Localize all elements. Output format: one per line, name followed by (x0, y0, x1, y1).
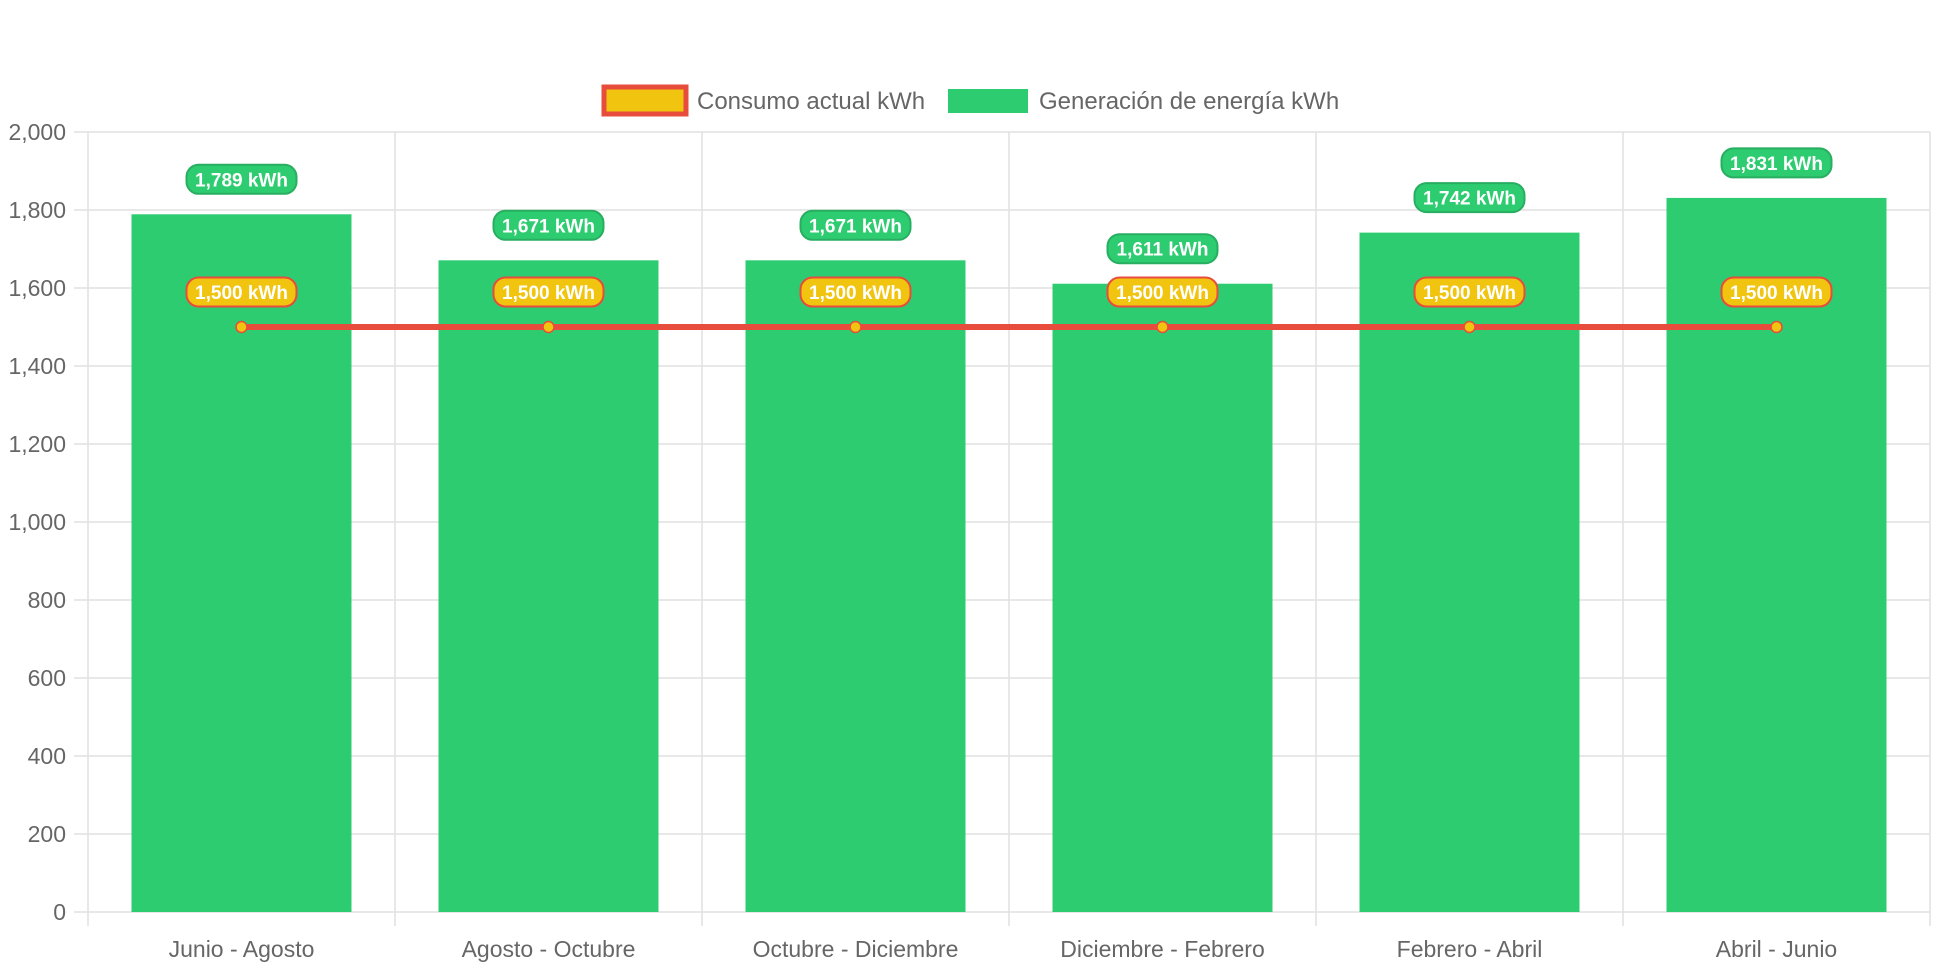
x-tick-label: Abril - Junio (1716, 936, 1837, 962)
y-tick-label: 800 (28, 587, 66, 613)
bar-data-label: 1,671 kWh (809, 216, 902, 237)
bar (131, 214, 352, 913)
bar-data-label-bg (1106, 233, 1219, 265)
axes: 0 200 400 600 800 1,000 1,200 1,400 1,600 1,800 2,… (8, 119, 1837, 962)
y-tick-label: 1,800 (8, 197, 66, 223)
y-tick-label: 400 (28, 743, 66, 769)
consumption-point (1463, 320, 1476, 334)
line-data-label-bg (492, 276, 605, 308)
x-tick-label: Diciembre - Febrero (1060, 936, 1265, 962)
y-tick-label: 0 (53, 899, 66, 925)
bar-series (131, 197, 1887, 913)
bar-data-label: 1,831 kWh (1730, 154, 1823, 175)
line-data-label: 1,500 kWh (809, 283, 902, 304)
bar-data-label: 1,611 kWh (1117, 240, 1209, 261)
data-labels: 1,789 kWh 1,671 kWh 1,671 kWh 1,611 kWh 1,74… (185, 147, 1833, 308)
y-tick-label: 1,400 (8, 353, 66, 379)
x-tick-label: Febrero - Abril (1397, 936, 1543, 962)
line-series (235, 320, 1783, 334)
x-tick-label: Junio - Agosto (169, 936, 315, 962)
x-tick-label: Agosto - Octubre (462, 936, 636, 962)
consumption-point (235, 320, 248, 334)
consumption-point (542, 320, 555, 334)
y-tick-label: 200 (28, 821, 66, 847)
line-data-label-bg (1720, 276, 1833, 308)
line-data-label: 1,500 kWh (1423, 283, 1516, 304)
bar-data-label-bg (492, 209, 605, 241)
line-data-label: 1,500 kWh (195, 283, 288, 304)
line-data-label: 1,500 kWh (1116, 283, 1209, 304)
line-data-label-bg (1106, 276, 1219, 308)
bar (745, 260, 966, 912)
grid-lines (74, 131, 1931, 926)
legend-label-consumption: Consumo actual kWh (697, 88, 925, 115)
bar-data-label: 1,742 kWh (1423, 189, 1516, 210)
y-tick-label: 2,000 (8, 119, 66, 145)
bar-data-label-bg (185, 163, 298, 195)
legend: Consumo actual kWh Generación de energía … (601, 84, 1339, 117)
line-data-label-bg (799, 276, 912, 308)
y-tick-label: 1,000 (8, 509, 66, 535)
bar (1359, 232, 1580, 912)
line-data-label: 1,500 kWh (502, 283, 595, 304)
line-data-label-bg (1413, 276, 1526, 308)
legend-swatch-consumption (601, 84, 689, 117)
line-data-label: 1,500 kWh (1730, 283, 1823, 304)
bar-data-label: 1,789 kWh (195, 170, 288, 191)
legend-label-generation: Generación de energía kWh (1039, 88, 1339, 115)
bar-data-label-bg (1413, 182, 1526, 214)
bar (1666, 197, 1887, 912)
bar (1052, 283, 1273, 913)
line-data-label-bg (185, 276, 298, 308)
y-tick-label: 1,600 (8, 275, 66, 301)
consumption-point (849, 320, 862, 334)
bar-data-label-bg (1720, 147, 1833, 179)
consumption-point (1156, 320, 1169, 334)
consumption-point (1770, 320, 1783, 334)
bar (438, 260, 659, 912)
bar-data-label-bg (799, 209, 912, 241)
y-tick-label: 600 (28, 665, 66, 691)
bar-data-label: 1,671 kWh (502, 216, 595, 237)
legend-swatch-generation (948, 89, 1028, 113)
x-tick-label: Octubre - Diciembre (753, 936, 959, 962)
y-tick-label: 1,200 (8, 431, 66, 457)
